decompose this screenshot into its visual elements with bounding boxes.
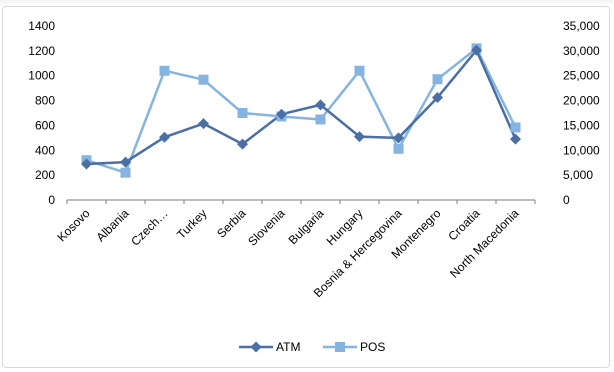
x-axis-category-label: Serbia (214, 206, 249, 241)
point-atm (393, 132, 404, 144)
chart-frame: 0 200 400 600 800 1000 1200 1400 0 5,000 10,000 15… (2, 6, 610, 368)
point-atm (198, 118, 209, 130)
point-atm (237, 138, 248, 150)
left-axis-tick-label: 800 (35, 94, 55, 108)
point-pos (432, 74, 443, 85)
chart-svg: 0 200 400 600 800 1000 1200 1400 0 5,000 10,000 15… (28, 19, 600, 354)
legend-label-atm: ATM (276, 340, 300, 354)
right-axis-ticks: 0 5,000 10,000 15,000 20,000 25,000 30,000 35,0… (563, 19, 600, 207)
point-atm (510, 133, 521, 145)
point-pos (393, 143, 404, 154)
cropped-caption-strip (0, 0, 614, 6)
legend-marker-pos (335, 342, 345, 352)
chart-axes (66, 199, 536, 204)
point-atm (354, 131, 365, 143)
right-axis-tick-label: 20,000 (563, 94, 600, 108)
point-pos (120, 167, 131, 178)
legend-marker-atm (250, 341, 262, 353)
series-lines (86, 47, 517, 174)
right-axis-tick-label: 0 (563, 193, 570, 207)
x-axis-category-label: North Macedonia (447, 206, 522, 281)
left-axis-tick-label: 1200 (28, 44, 55, 58)
left-axis-tick-label: 1400 (28, 19, 55, 33)
point-atm (120, 156, 131, 168)
point-atm (81, 158, 92, 170)
right-axis-tick-label: 35,000 (563, 19, 600, 33)
x-axis-category-label: Turkey (174, 206, 210, 242)
point-pos (315, 114, 326, 125)
point-atm (159, 131, 170, 143)
right-axis-tick-label: 5,000 (563, 168, 593, 182)
point-pos (198, 74, 209, 85)
point-pos (354, 65, 365, 76)
right-axis-tick-label: 30,000 (563, 44, 600, 58)
left-axis-tick-label: 1000 (28, 69, 55, 83)
point-pos (237, 108, 248, 118)
point-atm (276, 108, 287, 120)
point-pos (510, 122, 521, 133)
x-axis-category-label: Czech… (128, 206, 170, 248)
x-axis-category-label: Albania (93, 206, 131, 244)
right-axis-tick-label: 25,000 (563, 69, 600, 83)
point-atm (471, 44, 482, 56)
point-atm (315, 99, 326, 111)
right-axis-tick-label: 10,000 (563, 143, 600, 157)
series-markers (81, 43, 521, 178)
left-axis-tick-label: 600 (35, 118, 55, 132)
right-axis-tick-label: 15,000 (563, 118, 600, 132)
left-axis-ticks: 0 200 400 600 800 1000 1200 1400 (28, 19, 55, 207)
left-axis-tick-label: 200 (35, 168, 55, 182)
left-axis-tick-label: 0 (48, 193, 55, 207)
series-line-pos (86, 47, 517, 174)
series-line-atm (86, 48, 517, 166)
left-axis-tick-label: 400 (35, 143, 55, 157)
x-axis-category-label: Croatia (445, 206, 482, 243)
chart-legend: ATM POS (239, 340, 385, 354)
x-axis-category-label: Bulgaria (286, 206, 327, 247)
point-pos (159, 65, 170, 76)
x-axis-category-label: Slovenia (245, 206, 288, 249)
legend-label-pos: POS (360, 340, 385, 354)
x-axis-category-label: Kosovo (54, 206, 92, 244)
point-atm (432, 91, 443, 103)
